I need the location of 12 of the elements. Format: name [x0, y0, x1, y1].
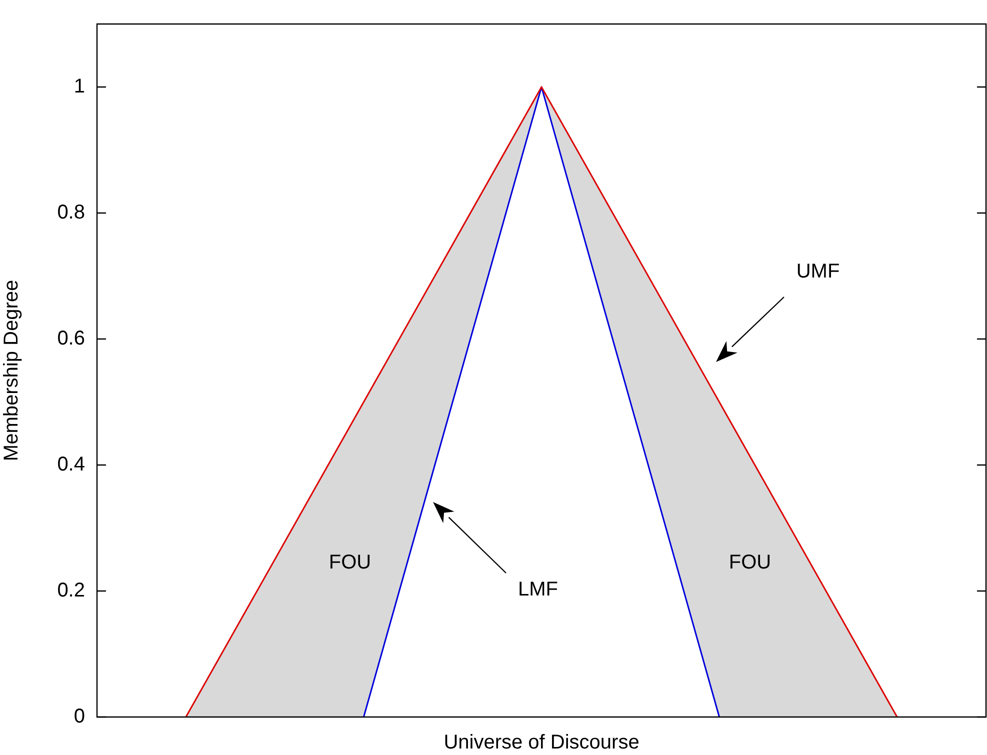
- annotation: LMF: [518, 578, 558, 602]
- y-tick-label: 0.4: [57, 454, 85, 476]
- y-axis-title: Membership Degree: [0, 280, 23, 462]
- annotation: UMF: [796, 260, 840, 284]
- y-tick-label: 0.6: [57, 328, 85, 350]
- annotation: FOU: [328, 552, 372, 574]
- annotation: FOU: [728, 552, 772, 574]
- y-tick-label: 0: [74, 706, 85, 728]
- y-tick-label: 0.8: [57, 202, 85, 224]
- y-tick-label: 1: [74, 76, 85, 98]
- y-tick-label: 0.2: [57, 580, 85, 602]
- x-axis-title: Universe of Discourse: [444, 732, 640, 754]
